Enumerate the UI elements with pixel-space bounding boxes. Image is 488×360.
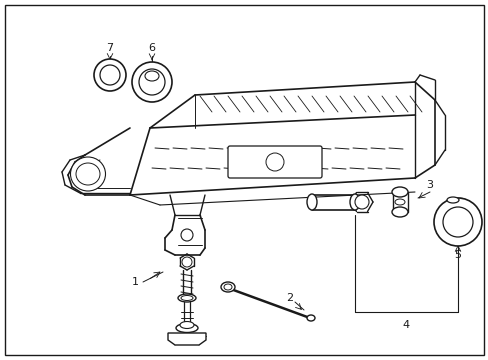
Circle shape (181, 229, 193, 241)
Circle shape (139, 69, 164, 95)
Text: 1: 1 (131, 277, 138, 287)
Ellipse shape (349, 194, 359, 210)
Ellipse shape (391, 187, 407, 197)
Ellipse shape (446, 197, 458, 203)
Ellipse shape (70, 157, 105, 191)
Ellipse shape (145, 71, 159, 81)
Ellipse shape (306, 315, 314, 321)
Text: 7: 7 (106, 43, 113, 53)
Circle shape (182, 257, 192, 267)
Ellipse shape (221, 282, 235, 292)
Ellipse shape (391, 207, 407, 217)
Ellipse shape (180, 321, 194, 328)
FancyBboxPatch shape (227, 146, 321, 178)
Ellipse shape (178, 294, 196, 302)
Ellipse shape (394, 199, 404, 205)
Ellipse shape (181, 296, 193, 301)
Polygon shape (168, 333, 205, 345)
Text: 4: 4 (402, 320, 409, 330)
Ellipse shape (224, 284, 231, 290)
Circle shape (265, 153, 284, 171)
Circle shape (100, 65, 120, 85)
Circle shape (354, 195, 368, 209)
Ellipse shape (176, 324, 198, 333)
Text: 3: 3 (426, 180, 433, 190)
Text: 5: 5 (453, 250, 461, 260)
Circle shape (94, 59, 126, 91)
Circle shape (442, 207, 472, 237)
Ellipse shape (306, 194, 316, 210)
Circle shape (132, 62, 172, 102)
Circle shape (433, 198, 481, 246)
Text: 2: 2 (286, 293, 293, 303)
Ellipse shape (76, 163, 100, 185)
Text: 6: 6 (148, 43, 155, 53)
